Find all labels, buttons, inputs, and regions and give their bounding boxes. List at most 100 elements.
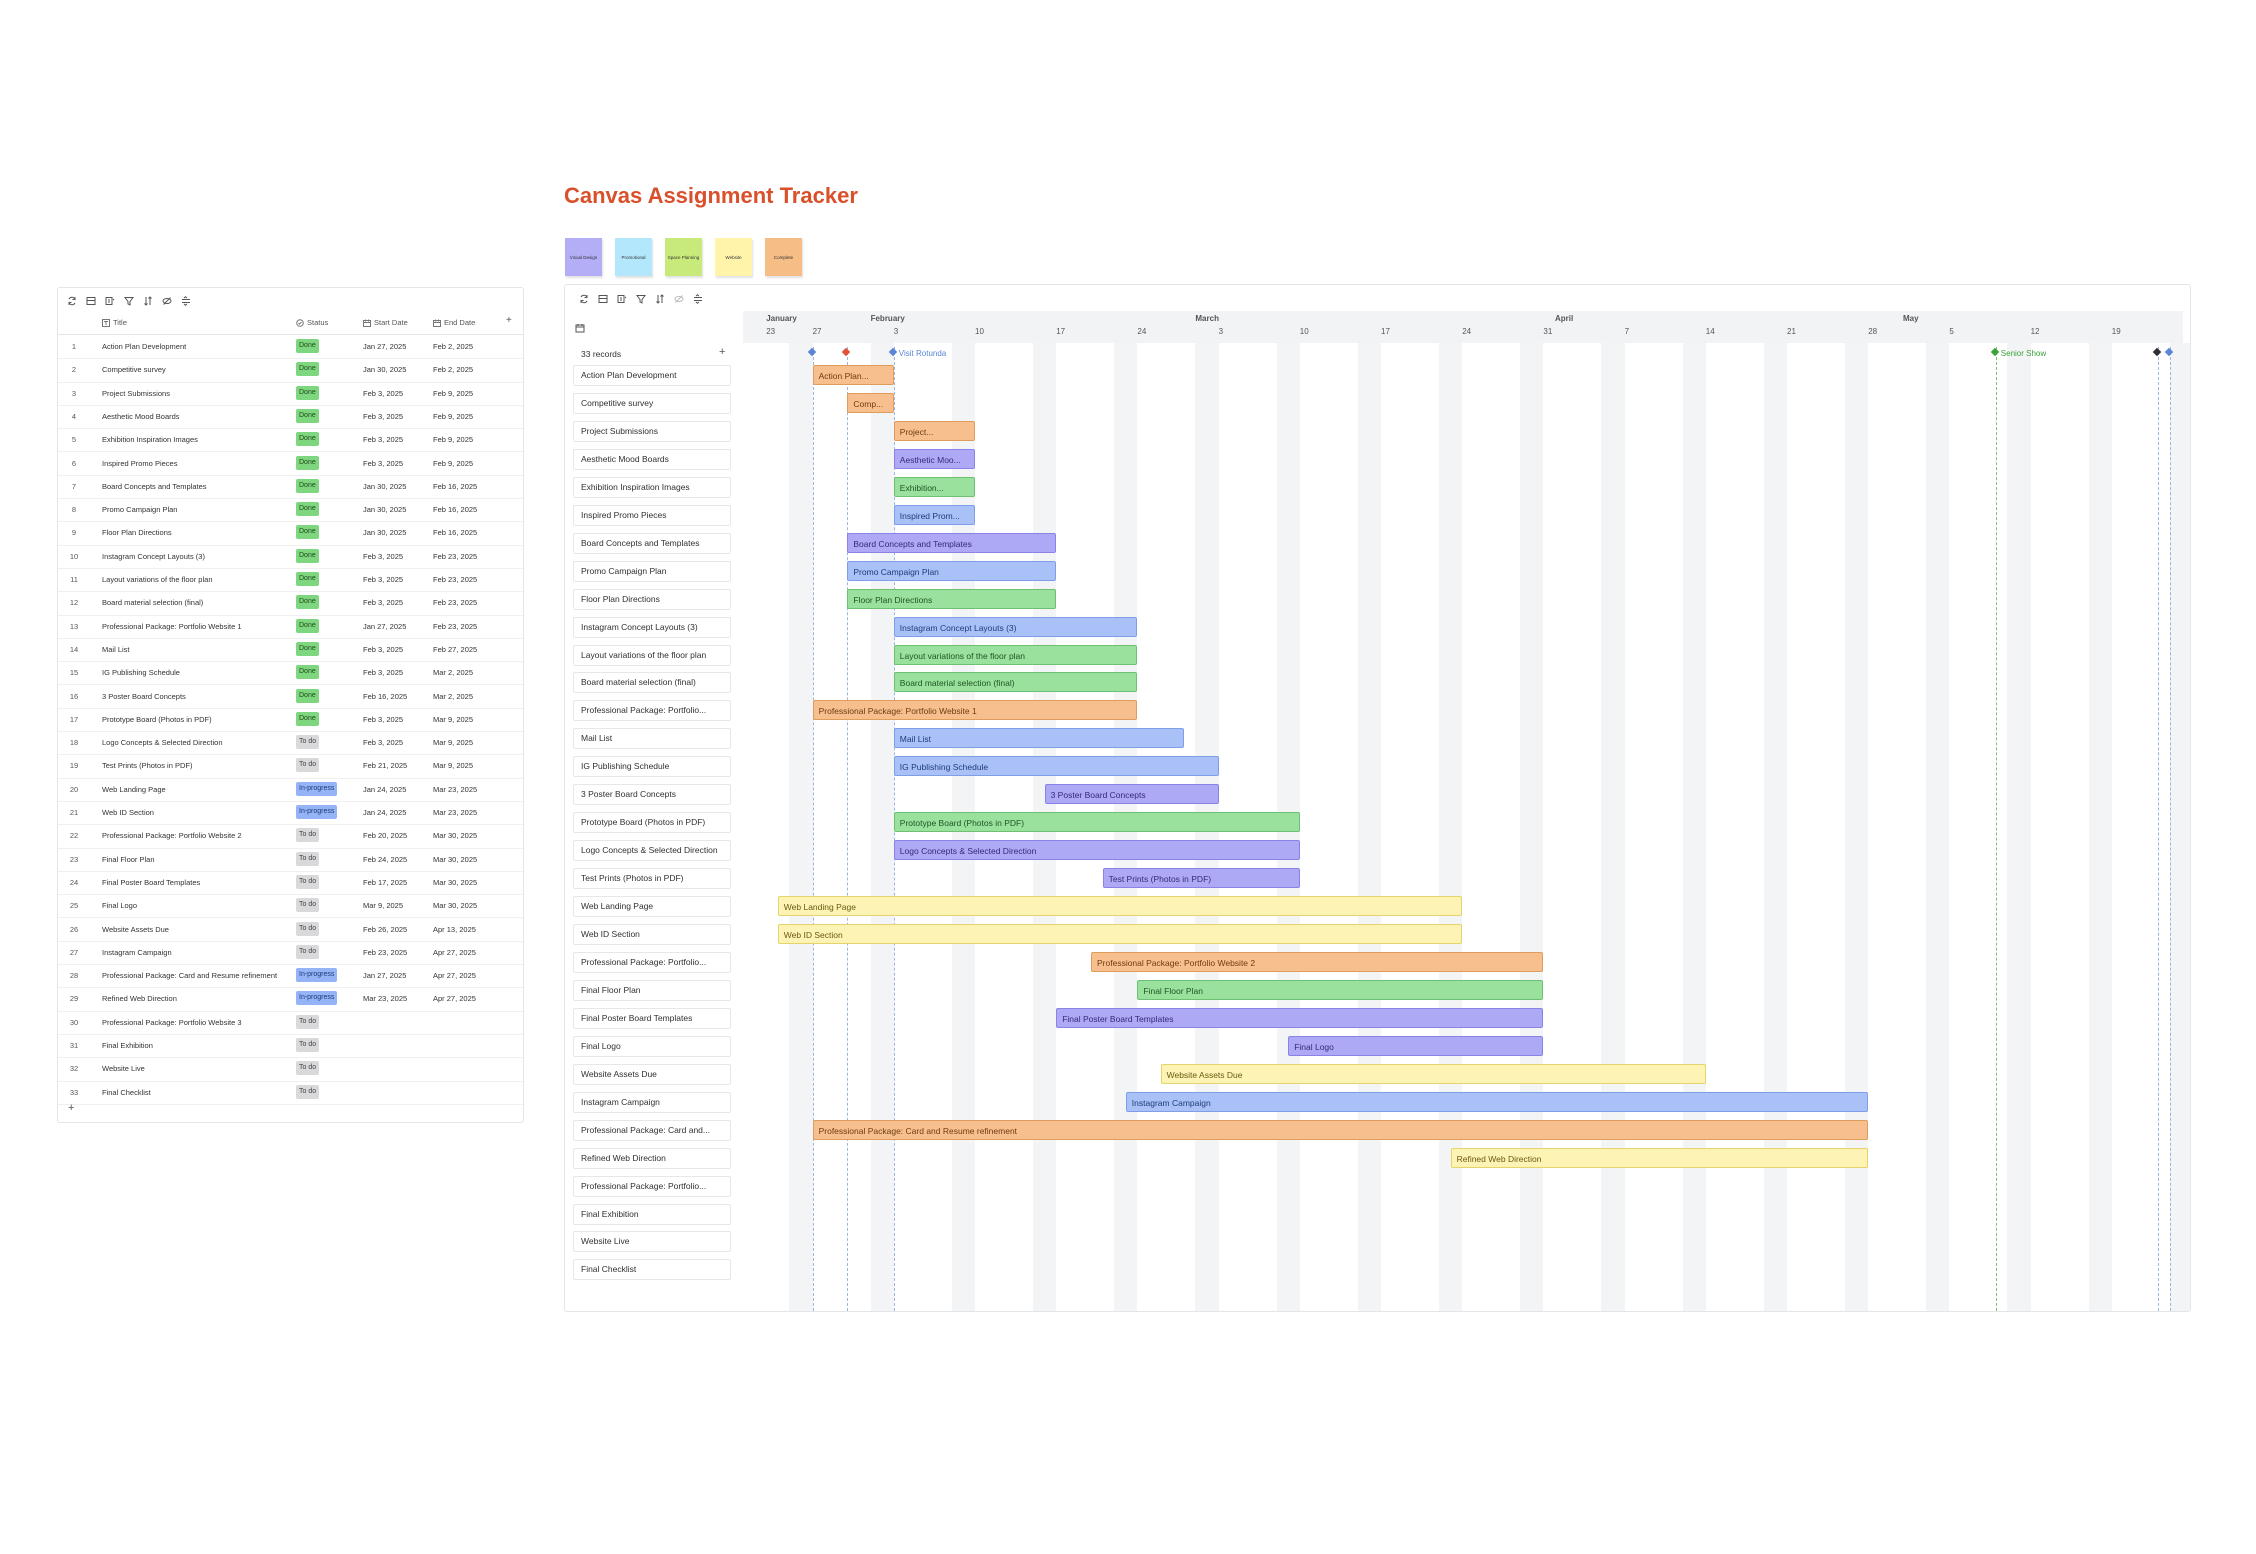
cell-start-date[interactable]: Feb 3, 2025: [363, 575, 404, 584]
cell-status[interactable]: To do: [296, 1014, 320, 1029]
cell-status[interactable]: To do: [296, 921, 320, 936]
cell-status[interactable]: Done: [296, 665, 319, 680]
table-row[interactable]: 29 Refined Web Direction In-progress Mar 23…: [58, 987, 523, 1012]
column-header-start-date[interactable]: Start Date: [363, 318, 408, 327]
cell-title[interactable]: Final Poster Board Templates: [102, 877, 201, 887]
cell-start-date[interactable]: Mar 9, 2025: [363, 901, 404, 911]
cell-start-date[interactable]: Jan 27, 2025: [363, 342, 407, 351]
cell-end-date[interactable]: Feb 16, 2025: [433, 505, 478, 515]
cell-end-date[interactable]: Mar 30, 2025: [433, 854, 478, 864]
hide-icon[interactable]: [161, 295, 172, 306]
cell-status[interactable]: To do: [296, 898, 320, 913]
cell-title[interactable]: Project Submissions: [102, 388, 170, 398]
cell-start-date[interactable]: Feb 26, 2025: [363, 924, 408, 934]
gantt-bar[interactable]: 3 Poster Board Concepts: [1044, 784, 1219, 805]
fields-icon[interactable]: [104, 295, 115, 306]
gantt-bar[interactable]: Final Floor Plan: [1137, 979, 1544, 1000]
gantt-row-label[interactable]: Final Logo: [573, 1035, 731, 1057]
table-row[interactable]: 8 Promo Campaign Plan Done Jan 30, 2025 Feb …: [58, 498, 523, 523]
add-column-button[interactable]: +: [506, 315, 512, 326]
cell-status[interactable]: To do: [296, 735, 320, 750]
cell-end-date[interactable]: Feb 2, 2025: [433, 365, 474, 375]
sticky-note[interactable]: Promotional: [615, 238, 652, 276]
cell-end-date[interactable]: Feb 16, 2025: [433, 528, 478, 538]
cell-status[interactable]: Done: [296, 432, 319, 447]
gantt-row-label[interactable]: Professional Package: Portfolio...: [573, 1175, 731, 1197]
cell-title[interactable]: Refined Web Direction: [102, 994, 177, 1004]
gantt-bar[interactable]: Logo Concepts & Selected Direction: [893, 840, 1300, 861]
gantt-row-label[interactable]: Instagram Campaign: [573, 1091, 731, 1113]
gantt-row-label[interactable]: Project Submissions: [573, 420, 731, 442]
cell-title[interactable]: Web ID Section: [102, 808, 154, 817]
table-row[interactable]: 4 Aesthetic Mood Boards Done Feb 3, 2025 Feb…: [58, 405, 523, 430]
cell-start-date[interactable]: Jan 30, 2025: [363, 365, 407, 375]
cell-end-date[interactable]: Mar 30, 2025: [433, 831, 478, 841]
cell-title[interactable]: Professional Package: Portfolio Website …: [102, 831, 242, 841]
cell-title[interactable]: Floor Plan Directions: [102, 528, 172, 538]
cell-start-date[interactable]: Feb 24, 2025: [363, 854, 408, 864]
refresh-icon[interactable]: [578, 293, 589, 304]
cell-title[interactable]: Aesthetic Mood Boards: [102, 411, 180, 421]
gantt-row-label[interactable]: Aesthetic Mood Boards: [573, 448, 731, 470]
cell-title[interactable]: Mail List: [102, 644, 130, 654]
gantt-bar[interactable]: Promo Campaign Plan: [847, 560, 1057, 581]
cell-end-date[interactable]: Mar 2, 2025: [433, 691, 474, 701]
table-row[interactable]: 23 Final Floor Plan To do Feb 24, 2025 Mar 3…: [58, 848, 523, 872]
cell-title[interactable]: Professional Package: Card and Resume re…: [102, 971, 278, 981]
gantt-row-label[interactable]: Promo Campaign Plan: [573, 560, 731, 582]
cell-title[interactable]: Logo Concepts & Selected Direction: [102, 738, 223, 748]
row-height-icon[interactable]: [692, 293, 703, 304]
table-row[interactable]: 11 Layout variations of the floor plan Don…: [58, 568, 523, 593]
cell-title[interactable]: Professional Package: Portfolio Website …: [102, 621, 242, 631]
column-header-title[interactable]: Title: [102, 318, 127, 327]
cell-title[interactable]: Instagram Concept Layouts (3): [102, 551, 205, 561]
cell-end-date[interactable]: Mar 9, 2025: [433, 714, 474, 724]
table-row[interactable]: 28 Professional Package: Card and Resume …: [58, 964, 523, 989]
cell-title[interactable]: Professional Package: Portfolio Website …: [102, 1017, 242, 1027]
cell-start-date[interactable]: Feb 3, 2025: [363, 458, 404, 468]
gantt-row-label[interactable]: Board Concepts and Templates: [573, 532, 731, 554]
milestone[interactable]: [2152, 347, 2163, 359]
table-row[interactable]: 26 Website Assets Due To do Feb 26, 2025 Apr…: [58, 918, 523, 942]
cell-end-date[interactable]: Feb 9, 2025: [433, 388, 474, 398]
gantt-row-label[interactable]: Refined Web Direction: [573, 1147, 731, 1169]
hide-icon[interactable]: [673, 293, 684, 304]
gantt-bar[interactable]: Floor Plan Directions: [847, 588, 1057, 609]
cell-title[interactable]: Board Concepts and Templates: [102, 481, 207, 491]
gantt-row-label[interactable]: Test Prints (Photos in PDF): [573, 868, 731, 890]
cell-end-date[interactable]: Feb 16, 2025: [433, 481, 478, 491]
milestone[interactable]: [842, 347, 852, 359]
refresh-icon[interactable]: [66, 295, 77, 306]
cell-start-date[interactable]: Feb 21, 2025: [363, 761, 408, 771]
cell-status[interactable]: Done: [296, 618, 319, 633]
table-row[interactable]: 31 Final Exhibition To do: [58, 1034, 523, 1059]
gantt-bar[interactable]: Project...: [893, 420, 975, 441]
cell-status[interactable]: In-progress: [296, 781, 338, 796]
cell-title[interactable]: Test Prints (Photos in PDF): [102, 761, 193, 771]
cell-start-date[interactable]: Mar 23, 2025: [363, 994, 408, 1004]
milestone[interactable]: [807, 347, 818, 359]
gantt-row-label[interactable]: Professional Package: Portfolio...: [573, 700, 731, 722]
cell-end-date[interactable]: Feb 2, 2025: [433, 342, 474, 351]
cell-title[interactable]: Inspired Promo Pieces: [102, 458, 178, 468]
filter-icon[interactable]: [123, 295, 134, 306]
cell-end-date[interactable]: Feb 9, 2025: [433, 411, 474, 421]
cell-title[interactable]: Prototype Board (Photos in PDF): [102, 714, 212, 724]
cell-start-date[interactable]: Jan 30, 2025: [363, 481, 407, 491]
cell-status[interactable]: Done: [296, 455, 319, 470]
gantt-bar[interactable]: Prototype Board (Photos in PDF): [893, 812, 1300, 833]
sort-icon[interactable]: [142, 295, 153, 306]
gantt-row-label[interactable]: Logo Concepts & Selected Direction: [573, 840, 731, 862]
cell-title[interactable]: Final Floor Plan: [102, 854, 155, 864]
cell-title[interactable]: Layout variations of the floor plan: [102, 575, 213, 584]
table-row[interactable]: 3 Project Submissions Done Feb 3, 2025 Feb 9…: [58, 382, 523, 406]
cell-end-date[interactable]: Apr 27, 2025: [433, 994, 476, 1004]
cell-title[interactable]: Exhibition Inspiration Images: [102, 435, 198, 445]
cell-end-date[interactable]: Mar 30, 2025: [433, 877, 478, 887]
cell-start-date[interactable]: Feb 17, 2025: [363, 877, 408, 887]
sticky-note[interactable]: Complete: [765, 238, 802, 276]
gantt-row-label[interactable]: Board material selection (final): [573, 672, 731, 694]
cell-end-date[interactable]: Feb 27, 2025: [433, 644, 478, 654]
gantt-row-label[interactable]: Inspired Promo Pieces: [573, 504, 731, 526]
cell-status[interactable]: To do: [296, 828, 320, 843]
